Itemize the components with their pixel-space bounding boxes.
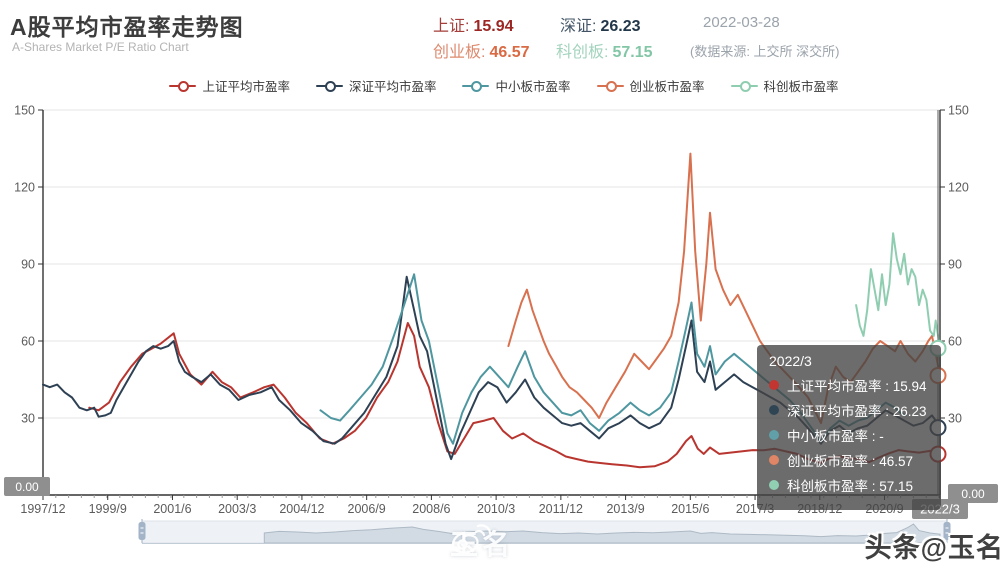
stat-szse-label: 深证: bbox=[560, 18, 597, 35]
stat-source: (数据来源: 上交所 深交所) bbox=[690, 44, 840, 59]
legend-label: 深证平均市盈率 bbox=[348, 80, 437, 94]
axis-pointer-y-right-label bbox=[948, 484, 998, 503]
x-axis-label: 2008/6 bbox=[412, 502, 450, 516]
data-zoom-right-handle[interactable] bbox=[943, 522, 951, 540]
weibo-icon bbox=[451, 524, 492, 554]
y-axis-label-right: 30 bbox=[948, 412, 962, 426]
x-axis-label: 2004/12 bbox=[279, 502, 324, 516]
tooltip-title: 2022/3 bbox=[769, 353, 812, 369]
stat-star-label: 科创板: bbox=[556, 44, 609, 61]
axis-pointer-y-left-label-text: 0.00 bbox=[15, 480, 39, 494]
y-axis-label-left: 150 bbox=[14, 104, 35, 118]
legend-label: 上证平均市盈率 bbox=[202, 80, 290, 94]
y-axis-label-right: 150 bbox=[948, 104, 969, 118]
watermark-center: 玉名 bbox=[450, 523, 514, 563]
x-axis-label: 1999/9 bbox=[89, 502, 127, 516]
legend-marker-icon bbox=[462, 80, 490, 92]
legend-marker-icon bbox=[730, 80, 758, 92]
legend-item-1[interactable]: 深证平均市盈率 bbox=[315, 76, 437, 95]
x-axis-label: 2001/6 bbox=[153, 502, 191, 516]
tooltip-row-text: 深证平均市盈率 : 26.23 bbox=[787, 404, 927, 419]
x-axis-label: 2010/3 bbox=[477, 502, 515, 516]
page-title: A股平均市盈率走势图 bbox=[10, 14, 244, 40]
tooltip-row: 上证平均市盈率 : 15.94 bbox=[769, 375, 927, 395]
y-axis-label-left: 120 bbox=[14, 181, 35, 195]
tooltip-series-dot-icon bbox=[769, 480, 779, 490]
y-axis-label-left: 90 bbox=[21, 258, 35, 272]
x-axis-label: 1997/12 bbox=[20, 502, 65, 516]
series-line-star bbox=[855, 232, 941, 350]
page-subtitle: A-Shares Market P/E Ratio Chart bbox=[12, 40, 189, 54]
tooltip-series-dot-icon bbox=[769, 405, 779, 415]
legend-marker-icon bbox=[315, 80, 343, 92]
x-axis-label: 2013/9 bbox=[606, 502, 644, 516]
legend-label: 科创板市盈率 bbox=[763, 80, 839, 94]
stat-chinext-label: 创业板: bbox=[433, 44, 486, 61]
legend-item-2[interactable]: 中小板市盈率 bbox=[462, 76, 571, 95]
tooltip-row: 创业板市盈率 : 46.57 bbox=[769, 450, 927, 470]
stat-chinext: 创业板: 46.57 bbox=[433, 38, 530, 62]
stat-chinext-value: 46.57 bbox=[489, 44, 530, 61]
tooltip-series-dot-icon bbox=[769, 430, 779, 440]
stat-sse-value: 15.94 bbox=[473, 18, 514, 35]
x-axis-label: 2011/12 bbox=[539, 502, 583, 516]
series-line-chinext bbox=[507, 152, 941, 425]
tooltip-row: 深证平均市盈率 : 26.23 bbox=[769, 400, 927, 420]
tooltip-rows: 上证平均市盈率 : 15.94 深证平均市盈率 : 26.23 中小板市盈率 : -… bbox=[769, 375, 927, 495]
tooltip-row-text: 上证平均市盈率 : 15.94 bbox=[787, 379, 927, 394]
stat-sse: 上证: 15.94 bbox=[433, 12, 514, 36]
x-axis-label: 2015/6 bbox=[671, 502, 709, 516]
legend: 上证平均市盈率 深证平均市盈率 中小板市盈率 创业板市盈率 科创板市盈率 bbox=[0, 76, 1008, 95]
legend-marker-icon bbox=[596, 80, 624, 92]
tooltip-row: 科创板市盈率 : 57.15 bbox=[769, 475, 927, 495]
tooltip: 2022/3 上证平均市盈率 : 15.94 深证平均市盈率 : 26.23 中小板… bbox=[757, 345, 941, 510]
watermark-bottom-right: 头条@玉名 bbox=[864, 533, 1004, 563]
data-zoom-left-handle[interactable] bbox=[138, 522, 146, 540]
y-axis-label-right: 60 bbox=[948, 335, 962, 349]
tooltip-row-text: 创业板市盈率 : 46.57 bbox=[787, 454, 914, 469]
y-axis-label-right: 120 bbox=[948, 181, 969, 195]
y-axis-label-left: 60 bbox=[21, 335, 35, 349]
tooltip-row: 中小板市盈率 : - bbox=[769, 425, 927, 445]
stat-date: 2022-03-28 bbox=[703, 14, 780, 31]
y-axis-label-left: 30 bbox=[21, 412, 35, 426]
stat-star-value: 57.15 bbox=[612, 44, 653, 61]
stat-sse-label: 上证: bbox=[433, 18, 470, 35]
tooltip-row-text: 科创板市盈率 : 57.15 bbox=[787, 479, 914, 494]
legend-item-4[interactable]: 科创板市盈率 bbox=[730, 76, 839, 95]
tooltip-series-dot-icon bbox=[769, 380, 779, 390]
axis-pointer-y-right-label-text: 0.00 bbox=[961, 487, 985, 501]
axis-pointer-y-left-label bbox=[4, 477, 50, 496]
y-axis-label-right: 90 bbox=[948, 258, 962, 272]
legend-label: 中小板市盈率 bbox=[495, 80, 571, 94]
stat-star: 科创板: 57.15 bbox=[556, 38, 653, 62]
legend-item-3[interactable]: 创业板市盈率 bbox=[596, 76, 705, 95]
tooltip-row-text: 中小板市盈率 : - bbox=[787, 429, 884, 444]
legend-label: 创业板市盈率 bbox=[629, 80, 705, 94]
stat-szse-value: 26.23 bbox=[600, 18, 641, 35]
x-axis-label: 2006/9 bbox=[348, 502, 386, 516]
legend-item-0[interactable]: 上证平均市盈率 bbox=[169, 76, 290, 95]
x-axis-label: 2003/3 bbox=[218, 502, 256, 516]
legend-marker-icon bbox=[169, 80, 197, 92]
data-zoom-silhouette bbox=[263, 523, 941, 544]
stat-szse: 深证: 26.23 bbox=[560, 12, 641, 36]
tooltip-series-dot-icon bbox=[769, 455, 779, 465]
